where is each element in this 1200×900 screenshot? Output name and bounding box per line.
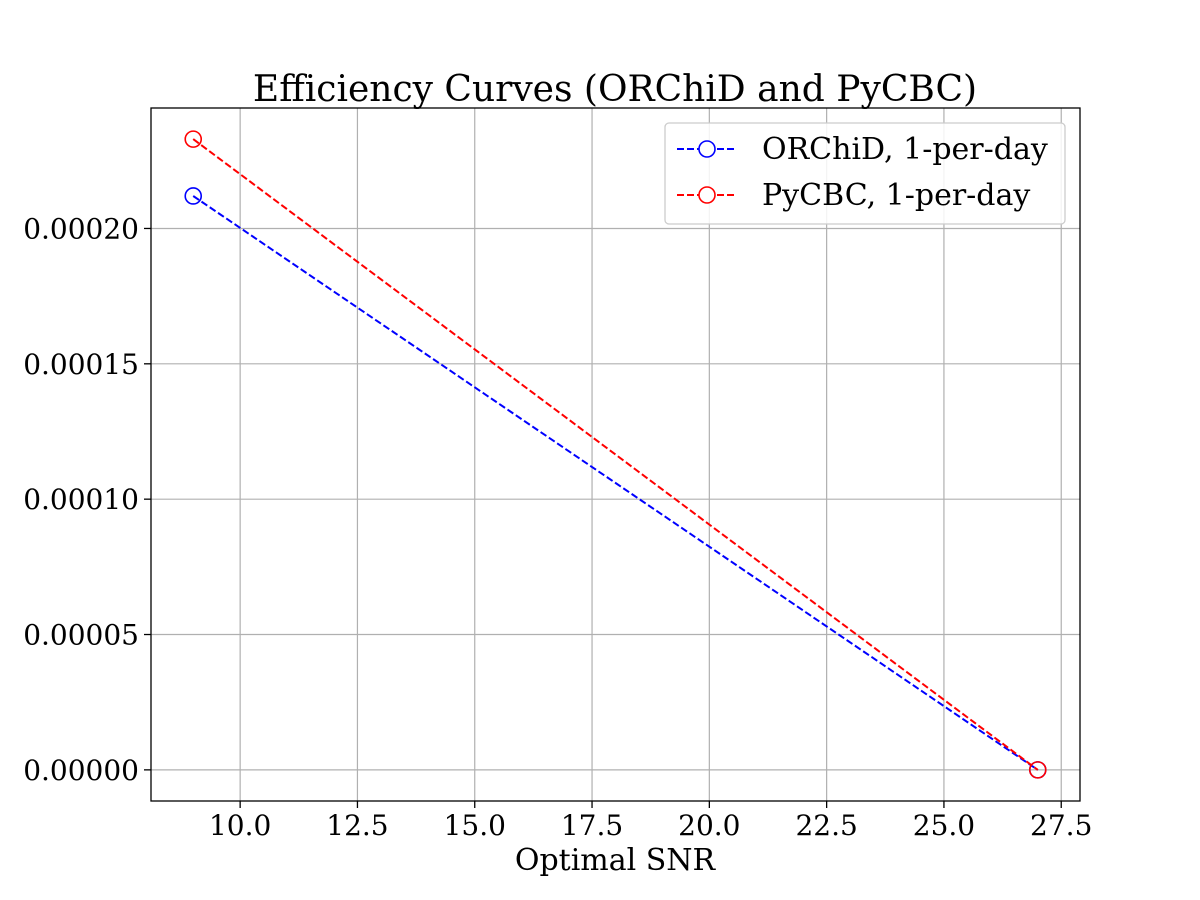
legend-label: ORChiD, 1-per-day [762, 132, 1048, 167]
chart-title: Efficiency Curves (ORChiD and PyCBC) [253, 69, 977, 110]
legend-box [664, 122, 1066, 225]
x-tick-label: 12.5 [326, 809, 388, 842]
data-point [1028, 761, 1047, 779]
x-tick-label: 17.5 [561, 809, 623, 842]
y-tick-label: 0.00010 [23, 483, 139, 516]
y-tick-label: 0.00000 [23, 754, 139, 787]
legend-marker [698, 140, 716, 158]
y-tick-label: 0.00005 [23, 619, 139, 652]
legend-label: PyCBC, 1-per-day [762, 178, 1030, 213]
data-point [184, 187, 203, 205]
legend-marker [698, 186, 716, 204]
x-tick-label: 10.0 [209, 809, 271, 842]
x-tick-label: 25.0 [913, 809, 975, 842]
x-tick-label: 27.5 [1030, 809, 1092, 842]
y-tick-label: 0.00020 [23, 212, 139, 245]
plot-frame [150, 107, 1081, 802]
series-line-0 [192, 195, 1039, 771]
x-tick-label: 22.5 [795, 809, 857, 842]
tick-layer: 10.0 12.5 15.0 17.5 20.0 22.5 25.0 27.5 0.00000 0… [23, 212, 1092, 842]
x-axis-label: Optimal SNR [515, 843, 717, 878]
series-line-1 [192, 138, 1039, 771]
data-point [184, 130, 203, 148]
y-tick-label: 0.00015 [23, 348, 139, 381]
series-layer [184, 130, 1047, 779]
legend: ORChiD, 1-per-day PyCBC, 1-per-day [664, 122, 1066, 225]
x-tick-label: 15.0 [444, 809, 506, 842]
x-tick-label: 20.0 [678, 809, 740, 842]
